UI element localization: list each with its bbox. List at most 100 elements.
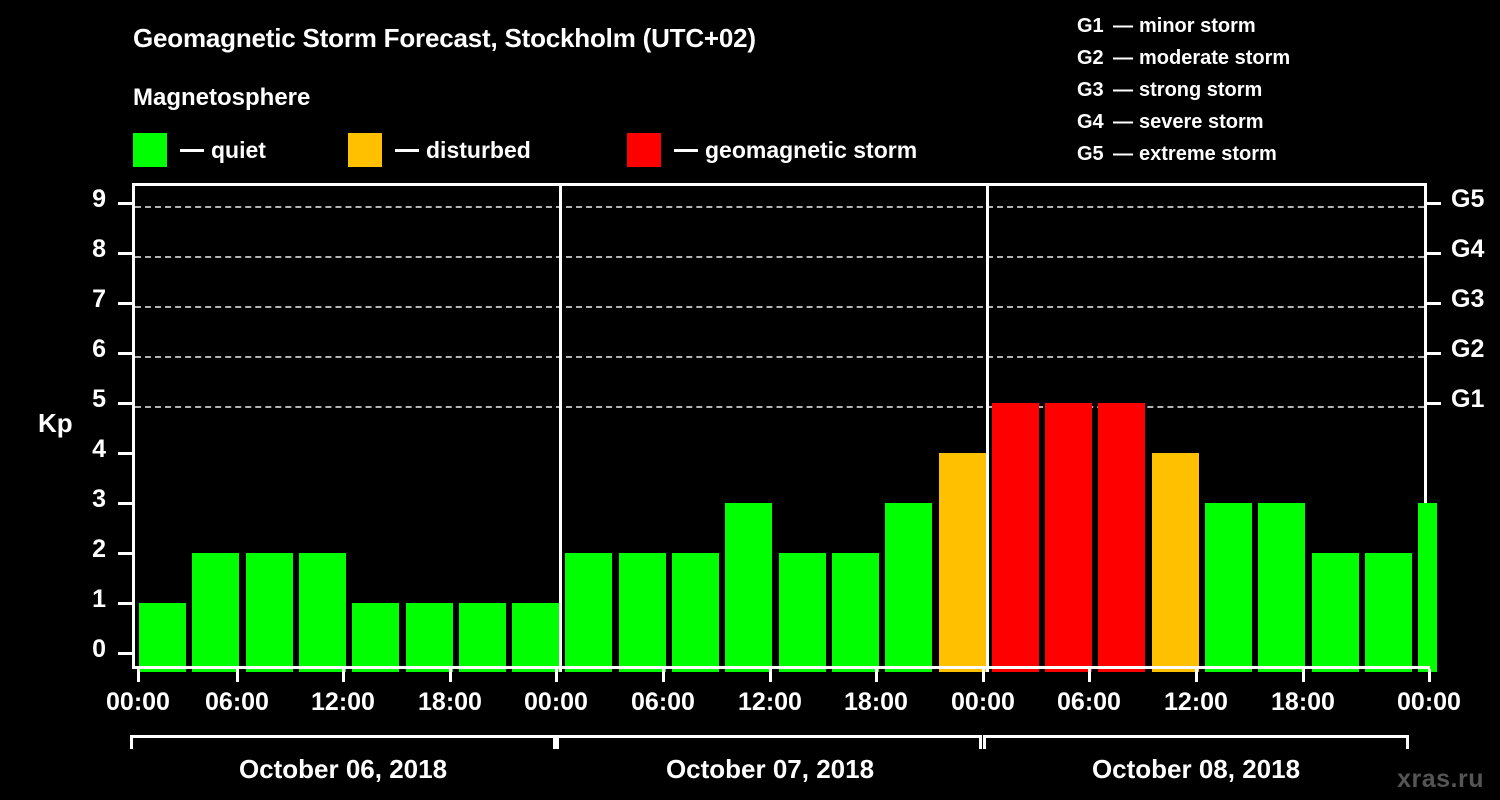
y-tick-label: 2 xyxy=(92,535,106,563)
x-tick xyxy=(1302,669,1305,682)
bar-kp xyxy=(1365,553,1412,672)
x-tick-label: 18:00 xyxy=(1271,688,1335,716)
storm-scale-code: G2 xyxy=(1077,47,1104,69)
y-tick-label: 6 xyxy=(92,335,106,363)
x-tick xyxy=(1195,669,1198,682)
gridline-kp-6 xyxy=(135,356,1424,358)
x-tick-label: 00:00 xyxy=(951,688,1015,716)
y-tick-2 xyxy=(118,552,132,555)
storm-scale-row-g2: G2 — moderate storm xyxy=(1077,46,1290,71)
x-tick-label: 18:00 xyxy=(844,688,908,716)
em-dash-icon: — xyxy=(1113,15,1133,37)
x-tick-label: 00:00 xyxy=(106,688,170,716)
y-tick-label: 8 xyxy=(92,235,106,263)
chart-subtitle: Magnetosphere xyxy=(133,84,311,111)
y-tick-4 xyxy=(118,452,132,455)
x-axis-line xyxy=(132,666,1430,669)
x-tick-label: 12:00 xyxy=(311,688,375,716)
day-separator-2 xyxy=(986,186,989,672)
x-tick xyxy=(236,669,239,682)
g-tick-label: G3 xyxy=(1451,285,1485,313)
gridline-kp-5 xyxy=(135,406,1424,408)
bar-kp xyxy=(725,503,772,672)
plot-inner xyxy=(135,186,1437,672)
x-tick-label: 06:00 xyxy=(631,688,695,716)
orange-square-swatch xyxy=(348,133,382,167)
x-tick xyxy=(342,669,345,682)
gridline-kp-8 xyxy=(135,256,1424,258)
legend-dash-icon xyxy=(395,148,419,152)
y-tick-label: 1 xyxy=(92,585,106,613)
em-dash-icon: — xyxy=(1113,111,1133,133)
legend-label: quiet xyxy=(211,136,266,163)
day-bracket-1 xyxy=(130,735,556,749)
y-tick-3 xyxy=(118,502,132,505)
bar-kp xyxy=(352,603,399,672)
y-tick-label: 4 xyxy=(92,435,106,463)
legend-label: geomagnetic storm xyxy=(705,136,918,163)
bar-kp xyxy=(619,553,666,672)
x-tick-label: 06:00 xyxy=(205,688,269,716)
x-tick-label: 00:00 xyxy=(1397,688,1461,716)
day-label: October 06, 2018 xyxy=(238,754,448,784)
day-bracket-3 xyxy=(983,735,1409,749)
bar-kp xyxy=(992,403,1039,672)
bar-kp xyxy=(939,453,986,672)
x-tick xyxy=(449,669,452,682)
page-title: Geomagnetic Storm Forecast, Stockholm (U… xyxy=(133,23,756,53)
storm-scale-description: minor storm xyxy=(1139,15,1256,37)
bar-kp xyxy=(779,553,826,672)
bar-kp xyxy=(1258,503,1305,672)
x-tick xyxy=(1428,669,1431,682)
red-square-swatch xyxy=(627,133,661,167)
x-tick-label: 12:00 xyxy=(738,688,802,716)
legend-dash-icon xyxy=(674,148,698,152)
g-tick-label: G1 xyxy=(1451,385,1485,413)
storm-scale-code: G1 xyxy=(1077,15,1104,37)
day-label: October 07, 2018 xyxy=(665,754,875,784)
legend-item-1: disturbed xyxy=(348,133,531,167)
x-tick xyxy=(769,669,772,682)
storm-scale-description: strong storm xyxy=(1139,79,1263,101)
bar-kp xyxy=(139,603,186,672)
y-tick-label: 3 xyxy=(92,485,106,513)
x-tick xyxy=(137,669,140,682)
g-tick-g5 xyxy=(1427,202,1441,205)
y-tick-label: 5 xyxy=(92,385,106,413)
legend-item-2: geomagnetic storm xyxy=(627,133,917,167)
bar-kp xyxy=(1205,503,1252,672)
bar-kp xyxy=(1152,453,1199,672)
x-tick xyxy=(875,669,878,682)
bar-kp xyxy=(1418,503,1437,672)
day-separator-1 xyxy=(559,186,562,672)
x-tick xyxy=(555,669,558,682)
storm-scale-row-g3: G3 — strong storm xyxy=(1077,78,1290,103)
bar-kp xyxy=(192,553,239,672)
storm-scale-code: G3 xyxy=(1077,79,1104,101)
y-tick-5 xyxy=(118,402,132,405)
y-tick-label: 7 xyxy=(92,285,106,313)
bar-kp xyxy=(1312,553,1359,672)
legend-item-0: quiet xyxy=(133,133,266,167)
plot-area xyxy=(132,183,1437,672)
y-tick-8 xyxy=(118,252,132,255)
y-tick-label: 9 xyxy=(92,185,106,213)
y-tick-7 xyxy=(118,302,132,305)
g-tick-g2 xyxy=(1427,352,1441,355)
y-axis-title: Kp xyxy=(38,408,73,438)
storm-scale-code: G5 xyxy=(1077,143,1104,165)
storm-scale-description: moderate storm xyxy=(1139,47,1291,69)
storm-scale-legend: G1 — minor storm G2 — moderate storm G3 — strong… xyxy=(1077,14,1290,174)
day-label: October 08, 2018 xyxy=(1091,754,1301,784)
y-tick-9 xyxy=(118,202,132,205)
bar-kp xyxy=(1098,403,1145,672)
y-tick-1 xyxy=(118,602,132,605)
bar-kp xyxy=(406,603,453,672)
bar-kp xyxy=(512,603,559,672)
y-tick-6 xyxy=(118,352,132,355)
storm-scale-row-g4: G4 — severe storm xyxy=(1077,110,1290,135)
bar-kp xyxy=(565,553,612,672)
watermark: xras.ru xyxy=(1397,765,1484,793)
bar-kp xyxy=(672,553,719,672)
